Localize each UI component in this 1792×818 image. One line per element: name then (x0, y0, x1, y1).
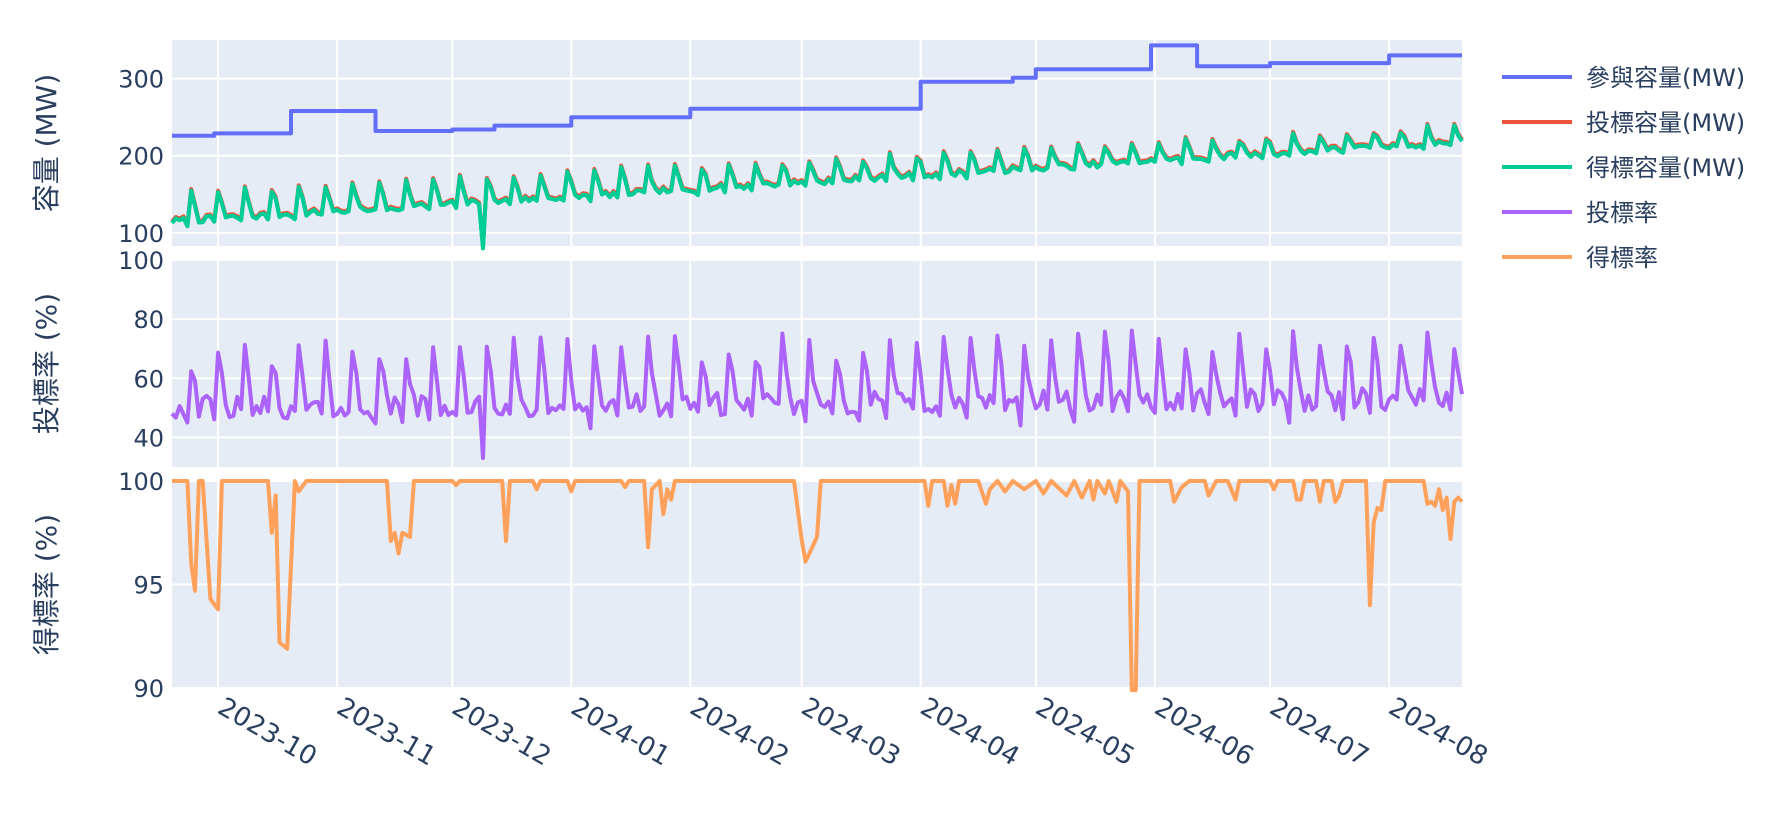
x-tick-label: 2024-05 (1030, 692, 1139, 772)
series-line-投標率 (170, 328, 1464, 461)
y-tick-label: 60 (133, 365, 164, 393)
y-tick-label: 100 (118, 247, 164, 275)
x-tick-label: 2024-02 (685, 692, 794, 772)
y-tick-label: 300 (118, 66, 164, 94)
legend-label: 得標率 (1586, 244, 1658, 272)
x-tick-label: 2024-01 (566, 692, 675, 772)
y-tick-label: 90 (133, 675, 164, 703)
legend-item[interactable]: 投標率 (1502, 199, 1658, 227)
series-line-參與容量-mw (172, 43, 1462, 138)
legend-item[interactable]: 得標容量(MW) (1502, 154, 1745, 182)
x-tick-label: 2024-03 (796, 692, 905, 772)
y-axis-label: 得標率 (%) (30, 514, 63, 655)
legend-item[interactable]: 得標率 (1502, 244, 1658, 272)
x-tick-label: 2023-11 (332, 692, 441, 772)
subplot-1: 100 200 300 容量 (MW) (30, 40, 1462, 248)
legend-item[interactable]: 參與容量(MW) (1502, 64, 1745, 92)
x-axis: 2023-10 2023-11 2023-12 2024-01 2024-02 2024-… (213, 692, 1493, 772)
x-tick-label: 2024-06 (1149, 692, 1258, 772)
x-tick-label: 2024-07 (1265, 692, 1374, 772)
legend-item[interactable]: 投標容量(MW) (1502, 109, 1745, 137)
subplots: 100 200 300 容量 (MW) 40 60 80 100 投標率 (%) 90 95 100 得… (30, 40, 1493, 772)
series-line-得標率 (172, 479, 1464, 693)
y-axis-label: 投標率 (%) (30, 293, 63, 434)
y-tick-label: 80 (133, 306, 164, 334)
x-tick-label: 2024-08 (1384, 692, 1493, 772)
legend-label: 投標率 (1586, 199, 1658, 227)
x-tick-label: 2024-04 (915, 692, 1024, 772)
x-tick-label: 2023-12 (447, 692, 556, 772)
series-lines (170, 43, 1464, 693)
y-tick-label: 95 (133, 572, 164, 600)
series-line-awarded-overlay (170, 123, 1464, 251)
subplot-3: 90 95 100 得標率 (%) (30, 468, 1462, 703)
y-axis-label: 容量 (MW) (30, 74, 63, 213)
legend-label: 投標容量(MW) (1586, 109, 1745, 137)
legend-label: 得標容量(MW) (1586, 154, 1745, 182)
x-tick-label: 2023-10 (213, 692, 322, 772)
legend-label: 參與容量(MW) (1586, 64, 1745, 92)
y-tick-label: 200 (118, 143, 164, 171)
subplot-2: 40 60 80 100 投標率 (%) (30, 247, 1462, 467)
y-tick-label: 40 (133, 424, 164, 452)
y-tick-label: 100 (118, 220, 164, 248)
plot-area (172, 260, 1462, 467)
y-tick-label: 100 (118, 468, 164, 496)
